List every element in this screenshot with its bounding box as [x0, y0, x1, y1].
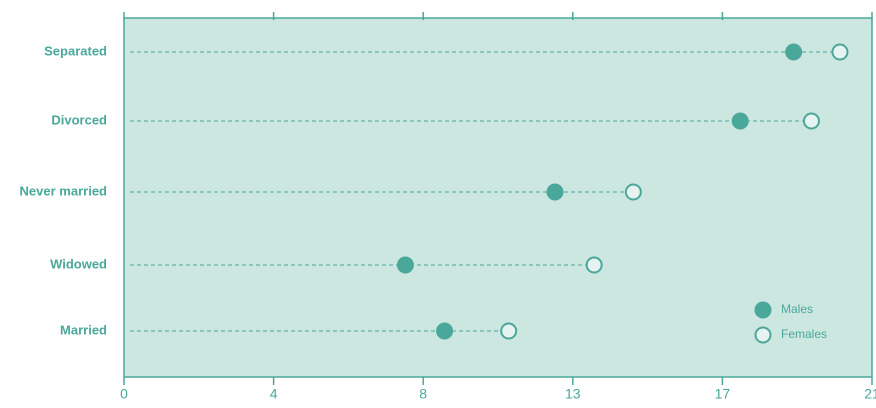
x-tick-label: 17 — [715, 386, 731, 402]
female-dot — [802, 112, 820, 130]
category-label: Never married — [20, 183, 107, 198]
male-dot — [546, 183, 564, 201]
female-dot — [624, 183, 642, 201]
x-tick-label: 21 — [864, 386, 876, 402]
legend-label: Males — [781, 302, 813, 316]
legend-marker — [754, 301, 772, 319]
x-tick-label: 0 — [120, 386, 128, 402]
category-label: Widowed — [50, 256, 107, 271]
category-label: Separated — [44, 43, 107, 58]
male-dot — [436, 322, 454, 340]
female-dot — [500, 322, 518, 340]
legend-label: Females — [781, 327, 827, 341]
male-dot — [731, 112, 749, 130]
male-dot — [785, 43, 803, 61]
x-tick-label: 13 — [565, 386, 581, 402]
male-dot — [396, 256, 414, 274]
legend-marker — [754, 326, 772, 344]
category-label: Married — [60, 322, 107, 337]
female-dot — [831, 43, 849, 61]
x-tick-label: 8 — [419, 386, 427, 402]
x-tick-label: 4 — [270, 386, 278, 402]
plot-area — [123, 17, 873, 378]
female-dot — [585, 256, 603, 274]
category-label: Divorced — [51, 112, 107, 127]
